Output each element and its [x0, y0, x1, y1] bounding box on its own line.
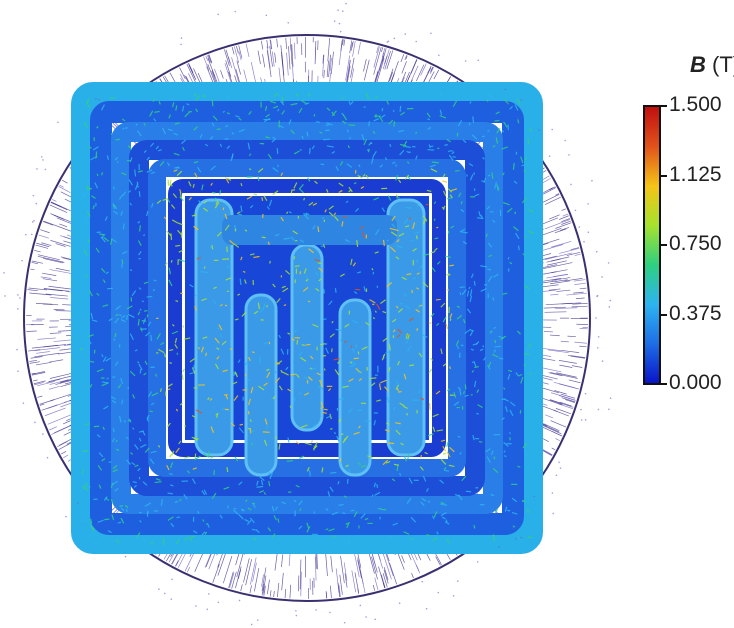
- coil-pillars: [194, 198, 426, 477]
- colorbar-tick-label: 0.375: [669, 301, 722, 325]
- colorbar-tick-label: 1.125: [669, 162, 722, 186]
- coil-pillar: [244, 293, 278, 477]
- magnetic-field-plot: [3, 2, 612, 626]
- colorbar-tick: [661, 313, 667, 316]
- colorbar-tick: [661, 174, 667, 177]
- colorbar-tick: [661, 383, 667, 385]
- legend-unit: (T): [712, 52, 734, 77]
- core-band: [129, 140, 485, 496]
- coil-pillar: [338, 298, 372, 477]
- legend-symbol: B: [690, 52, 706, 77]
- colorbar-tick-label: 0.000: [669, 371, 722, 394]
- core-band: [71, 82, 543, 554]
- colorbar-legend: B (T) 1.500 1.125 0.750 0.375 0.000: [620, 0, 734, 628]
- colorbar-tick-label: 1.500: [669, 93, 722, 116]
- colorbar-tick: [661, 105, 667, 107]
- colorbar-tick-label: 0.750: [669, 232, 722, 255]
- core-band: [168, 179, 446, 457]
- coil-pillar: [386, 198, 426, 457]
- field-speckles: [3, 2, 612, 626]
- legend-title: B (T): [690, 52, 734, 78]
- colorbar-tick: [661, 244, 667, 246]
- coil-yoke: [222, 215, 397, 245]
- colorbar: [643, 105, 661, 385]
